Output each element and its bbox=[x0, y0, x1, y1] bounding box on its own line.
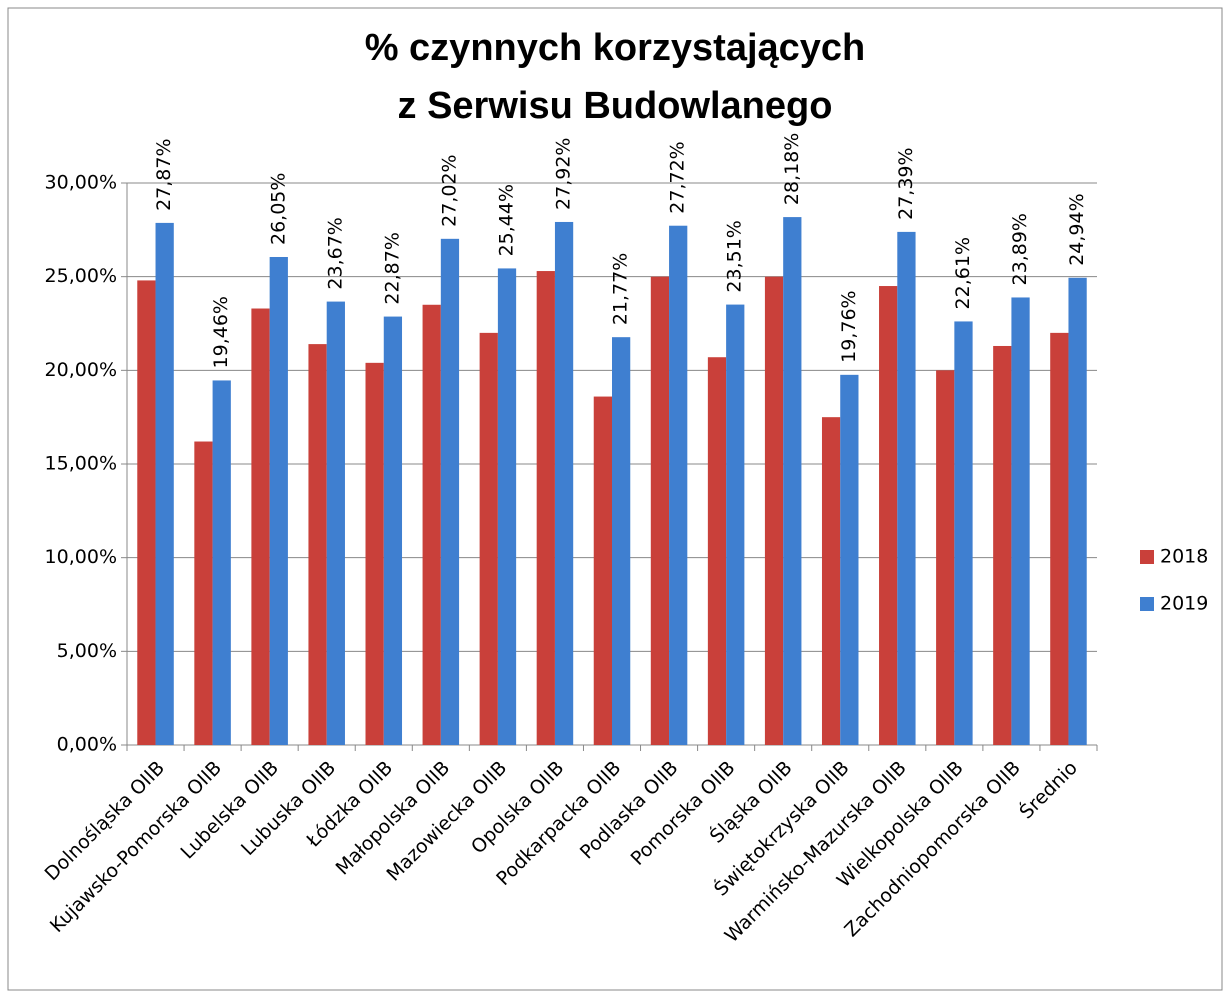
y-tick-label: 0,00% bbox=[57, 734, 117, 756]
bar bbox=[879, 286, 898, 745]
bar bbox=[422, 304, 441, 745]
legend-swatch bbox=[1140, 550, 1154, 564]
bar bbox=[308, 344, 327, 745]
y-tick-label: 20,00% bbox=[45, 359, 117, 381]
data-label: 24,94% bbox=[1066, 193, 1088, 265]
bar bbox=[650, 276, 670, 745]
chart-title: % czynnych korzystających bbox=[365, 27, 866, 69]
data-label: 26,05% bbox=[267, 173, 289, 245]
y-tick-label: 30,00% bbox=[45, 172, 117, 194]
legend-label: 2019 bbox=[1160, 593, 1208, 615]
bar bbox=[726, 304, 745, 745]
data-label: 27,39% bbox=[895, 147, 917, 219]
bar bbox=[137, 280, 156, 745]
y-tick-label: 10,00% bbox=[45, 546, 117, 568]
bar bbox=[326, 301, 345, 745]
bar bbox=[365, 362, 384, 745]
legend-label: 2018 bbox=[1160, 546, 1208, 568]
bar bbox=[707, 357, 727, 745]
bar bbox=[212, 380, 231, 745]
data-label: 22,87% bbox=[381, 232, 403, 304]
chart-title: z Serwisu Budowlanego bbox=[398, 85, 833, 127]
bar bbox=[954, 321, 973, 745]
bar bbox=[669, 225, 688, 745]
data-label: 27,02% bbox=[438, 154, 460, 226]
bar bbox=[593, 396, 612, 745]
data-label: 23,51% bbox=[724, 220, 746, 292]
y-tick-label: 15,00% bbox=[45, 453, 117, 475]
bar bbox=[993, 345, 1012, 745]
data-label: 28,18% bbox=[781, 133, 803, 205]
bar bbox=[1068, 277, 1087, 745]
bar bbox=[554, 221, 574, 745]
bar bbox=[383, 316, 403, 745]
bar bbox=[269, 256, 288, 745]
bar bbox=[497, 268, 517, 745]
bar bbox=[936, 370, 955, 745]
data-label: 19,46% bbox=[210, 296, 232, 368]
bar bbox=[840, 374, 859, 745]
data-label: 27,87% bbox=[153, 138, 175, 210]
legend-swatch bbox=[1140, 597, 1154, 611]
bar bbox=[1050, 332, 1069, 745]
bar bbox=[783, 217, 802, 745]
bar bbox=[440, 238, 460, 746]
bar bbox=[897, 231, 916, 746]
y-tick-label: 5,00% bbox=[57, 640, 117, 662]
data-label: 22,61% bbox=[952, 237, 974, 309]
data-label: 21,77% bbox=[610, 253, 632, 325]
bar bbox=[251, 308, 270, 745]
bar bbox=[764, 276, 784, 745]
bar bbox=[479, 332, 498, 745]
bar bbox=[536, 271, 555, 745]
bar bbox=[194, 441, 213, 745]
data-label: 19,76% bbox=[838, 290, 860, 362]
y-tick-label: 25,00% bbox=[45, 265, 117, 287]
data-label: 25,44% bbox=[496, 184, 518, 256]
data-label: 23,89% bbox=[1009, 213, 1031, 285]
bar bbox=[612, 337, 631, 745]
bar bbox=[821, 417, 841, 745]
bar bbox=[155, 222, 174, 746]
data-label: 27,92% bbox=[553, 138, 575, 210]
data-label: 23,67% bbox=[324, 217, 346, 289]
data-label: 27,72% bbox=[667, 141, 689, 213]
bar bbox=[1011, 297, 1030, 745]
